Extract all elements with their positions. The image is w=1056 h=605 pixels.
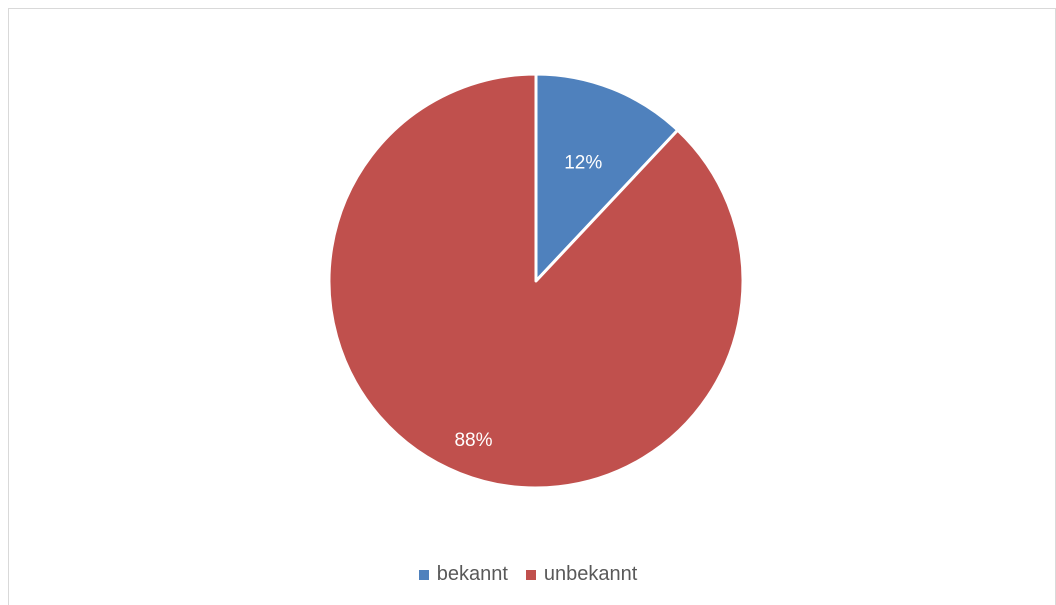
- pie-slices: [327, 72, 745, 490]
- legend-item-bekannt: bekannt: [418, 563, 508, 586]
- legend-swatch-unbekannt: [525, 569, 536, 580]
- legend-swatch-bekannt: [418, 569, 429, 580]
- pie-labels: 12% 88%: [454, 153, 602, 451]
- pie-slice-bekannt: [534, 72, 680, 283]
- pie-slice-unbekannt: [327, 72, 745, 490]
- legend-item-unbekannt: unbekannt: [525, 563, 638, 586]
- legend-label-bekannt: bekannt: [436, 563, 508, 585]
- data-label-unbekannt: 88%: [454, 430, 492, 451]
- legend-label-unbekannt: unbekannt: [543, 563, 638, 585]
- legend: bekannt unbekannt: [0, 563, 1056, 586]
- data-label-bekannt: 12%: [564, 153, 602, 174]
